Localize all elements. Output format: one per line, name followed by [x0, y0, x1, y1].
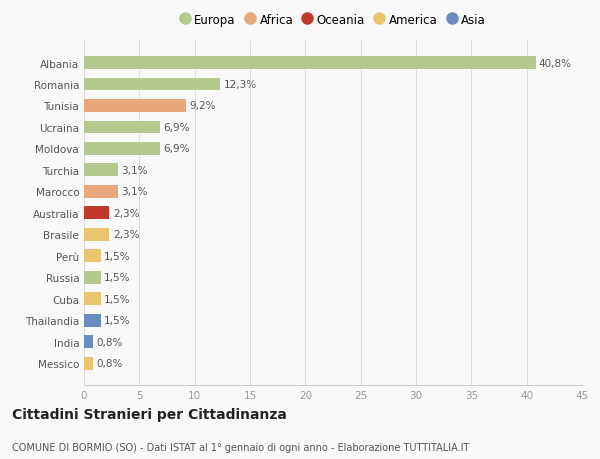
Text: 0,8%: 0,8% — [96, 337, 122, 347]
Bar — [84, 100, 186, 113]
Bar — [84, 293, 101, 306]
Text: 40,8%: 40,8% — [539, 58, 572, 68]
Bar — [84, 271, 101, 284]
Text: 12,3%: 12,3% — [223, 80, 257, 90]
Text: 0,8%: 0,8% — [96, 358, 122, 369]
Text: 1,5%: 1,5% — [104, 316, 130, 325]
Bar — [84, 207, 109, 220]
Text: COMUNE DI BORMIO (SO) - Dati ISTAT al 1° gennaio di ogni anno - Elaborazione TUT: COMUNE DI BORMIO (SO) - Dati ISTAT al 1°… — [12, 442, 469, 452]
Bar — [84, 78, 220, 91]
Legend: Europa, Africa, Oceania, America, Asia: Europa, Africa, Oceania, America, Asia — [175, 9, 491, 32]
Text: 6,9%: 6,9% — [164, 123, 190, 133]
Bar — [84, 143, 160, 156]
Bar — [84, 314, 101, 327]
Text: 6,9%: 6,9% — [164, 144, 190, 154]
Bar — [84, 229, 109, 241]
Bar — [84, 121, 160, 134]
Bar — [84, 250, 101, 263]
Bar — [84, 336, 93, 348]
Text: 1,5%: 1,5% — [104, 294, 130, 304]
Text: 2,3%: 2,3% — [113, 208, 139, 218]
Bar — [84, 185, 118, 198]
Text: 1,5%: 1,5% — [104, 273, 130, 283]
Text: 3,1%: 3,1% — [122, 166, 148, 175]
Bar — [84, 57, 536, 70]
Text: 3,1%: 3,1% — [122, 187, 148, 197]
Text: 2,3%: 2,3% — [113, 230, 139, 240]
Text: Cittadini Stranieri per Cittadinanza: Cittadini Stranieri per Cittadinanza — [12, 407, 287, 421]
Bar — [84, 164, 118, 177]
Bar — [84, 357, 93, 370]
Text: 9,2%: 9,2% — [189, 101, 215, 111]
Text: 1,5%: 1,5% — [104, 252, 130, 261]
